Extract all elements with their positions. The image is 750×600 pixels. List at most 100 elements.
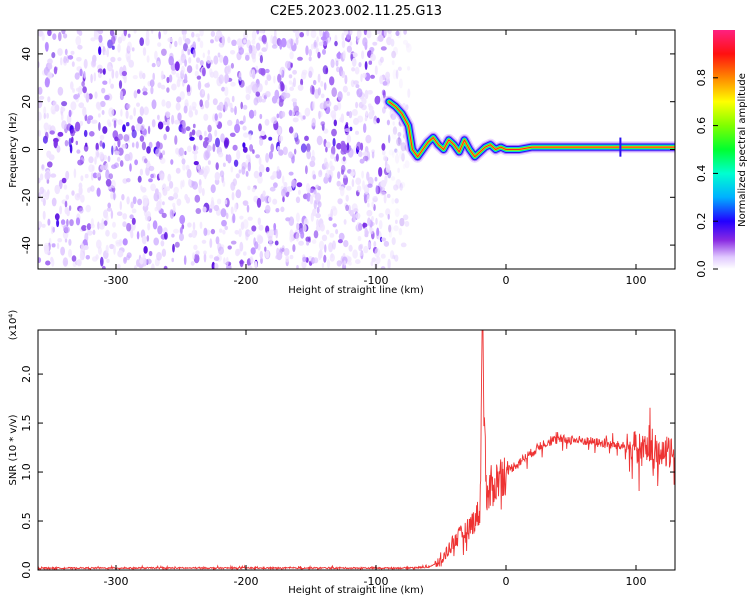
noise-speckle bbox=[47, 63, 53, 70]
noise-speckle bbox=[334, 40, 338, 47]
noise-speckle bbox=[107, 155, 111, 162]
noise-speckle bbox=[268, 151, 273, 160]
noise-speckle bbox=[306, 192, 311, 202]
noise-speckle bbox=[139, 106, 145, 116]
noise-speckle bbox=[98, 151, 104, 160]
noise-speckle bbox=[375, 217, 378, 225]
noise-speckle bbox=[155, 188, 159, 196]
noise-speckle bbox=[240, 101, 243, 110]
noise-speckle bbox=[249, 255, 254, 265]
noise-speckle bbox=[390, 113, 397, 120]
noise-speckle bbox=[135, 141, 139, 149]
noise-speckle bbox=[106, 258, 110, 263]
noise-speckle bbox=[169, 209, 174, 219]
noise-speckle bbox=[265, 204, 271, 214]
noise-speckle bbox=[295, 30, 301, 38]
noise-speckle bbox=[246, 204, 250, 213]
noise-speckle bbox=[151, 62, 156, 68]
noise-speckle bbox=[399, 217, 405, 227]
noise-speckle bbox=[97, 221, 100, 230]
noise-speckle bbox=[253, 97, 259, 106]
noise-speckle bbox=[138, 70, 143, 77]
noise-speckle bbox=[235, 173, 240, 179]
noise-speckle bbox=[330, 153, 335, 159]
noise-speckle bbox=[219, 228, 223, 233]
noise-speckle bbox=[306, 30, 310, 37]
noise-speckle bbox=[230, 107, 234, 113]
noise-speckle bbox=[312, 208, 317, 217]
noise-speckle bbox=[364, 41, 368, 51]
noise-speckle bbox=[274, 240, 279, 246]
noise-speckle bbox=[160, 240, 165, 247]
noise-speckle bbox=[144, 158, 148, 164]
noise-speckle bbox=[371, 257, 377, 263]
noise-speckle bbox=[278, 127, 281, 135]
noise-speckle bbox=[117, 138, 121, 148]
noise-speckle bbox=[187, 145, 192, 153]
noise-speckle bbox=[193, 244, 198, 250]
noise-speckle bbox=[56, 219, 60, 228]
noise-speckle bbox=[161, 99, 166, 107]
noise-speckle bbox=[309, 188, 315, 194]
noise-speckle bbox=[349, 30, 353, 35]
noise-speckle bbox=[391, 198, 395, 205]
snr-y-axis-label: SNR (10 * v/v) bbox=[8, 414, 19, 485]
noise-speckle bbox=[323, 254, 327, 263]
snr-y-ticks: 0.0 0.5 1.0 1.5 2.0 bbox=[20, 365, 675, 579]
noise-speckle bbox=[182, 33, 187, 41]
noise-speckle bbox=[394, 208, 400, 218]
noise-speckle bbox=[93, 72, 97, 82]
noise-speckle bbox=[346, 134, 352, 144]
noise-speckle bbox=[43, 122, 49, 131]
noise-speckle bbox=[337, 91, 343, 101]
noise-speckle bbox=[71, 136, 74, 143]
noise-speckle bbox=[387, 258, 391, 269]
noise-speckle bbox=[395, 149, 399, 155]
noise-speckle bbox=[310, 30, 317, 39]
noise-speckle bbox=[107, 202, 111, 209]
noise-speckle bbox=[197, 80, 202, 91]
noise-speckle bbox=[292, 244, 296, 253]
noise-speckle bbox=[227, 119, 233, 126]
noise-speckle bbox=[86, 230, 93, 236]
noise-speckle bbox=[302, 224, 307, 232]
noise-speckle bbox=[353, 80, 359, 85]
noise-speckle bbox=[234, 105, 237, 116]
noise-speckle bbox=[258, 157, 262, 166]
noise-speckle bbox=[310, 43, 314, 50]
noise-speckle bbox=[312, 174, 317, 180]
noise-speckle bbox=[351, 109, 358, 116]
noise-speckle bbox=[50, 173, 57, 178]
noise-speckle bbox=[232, 178, 237, 187]
noise-speckle bbox=[196, 57, 201, 63]
noise-speckle bbox=[199, 99, 203, 107]
noise-speckle bbox=[245, 93, 251, 101]
noise-speckle bbox=[373, 115, 378, 125]
noise-speckle bbox=[203, 113, 209, 121]
noise-speckle bbox=[388, 224, 392, 233]
noise-speckle bbox=[106, 207, 113, 212]
noise-speckle bbox=[264, 118, 270, 126]
noise-speckle bbox=[387, 264, 391, 269]
noise-speckle bbox=[61, 101, 68, 107]
noise-speckle bbox=[42, 210, 46, 220]
y-tick-label: 2.0 bbox=[20, 365, 33, 383]
noise-speckle bbox=[136, 89, 141, 94]
noise-speckle bbox=[396, 137, 402, 147]
noise-speckle bbox=[190, 180, 196, 186]
noise-speckle bbox=[114, 136, 119, 142]
noise-speckle bbox=[308, 49, 312, 57]
noise-speckle bbox=[157, 42, 162, 47]
noise-speckle bbox=[117, 43, 121, 53]
noise-speckle bbox=[250, 68, 254, 76]
noise-speckle bbox=[380, 253, 386, 259]
noise-speckle bbox=[220, 133, 225, 143]
noise-speckle bbox=[372, 195, 379, 203]
noise-speckle bbox=[392, 121, 395, 126]
noise-speckle bbox=[371, 215, 374, 222]
noise-speckle bbox=[338, 232, 345, 241]
noise-speckle bbox=[332, 207, 338, 217]
noise-speckle bbox=[361, 50, 365, 60]
noise-speckle bbox=[357, 151, 363, 157]
